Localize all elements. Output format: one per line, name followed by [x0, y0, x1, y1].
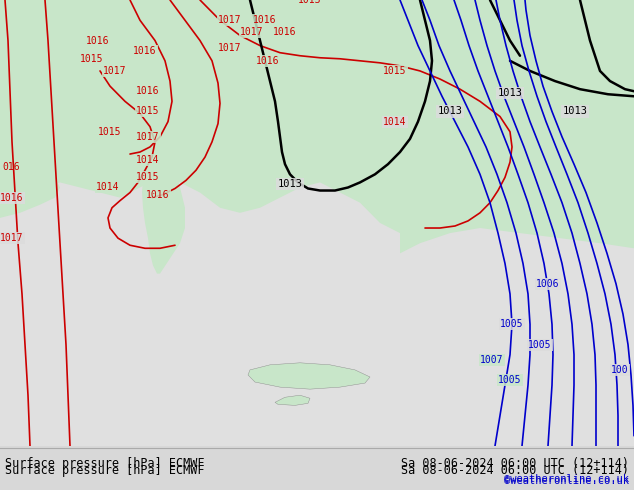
- Text: ©weatheronline.co.uk: ©weatheronline.co.uk: [504, 474, 629, 484]
- Text: 1016: 1016: [273, 27, 297, 37]
- Text: 1015: 1015: [136, 172, 160, 182]
- Text: Sa 08-06-2024 06:00 UTC (12+114): Sa 08-06-2024 06:00 UTC (12+114): [401, 464, 629, 477]
- Text: 1014: 1014: [383, 117, 407, 126]
- Circle shape: [305, 137, 315, 147]
- Text: 1015: 1015: [81, 54, 104, 64]
- Text: 1016: 1016: [136, 86, 160, 96]
- Polygon shape: [248, 363, 370, 389]
- Text: 1017: 1017: [136, 132, 160, 142]
- Circle shape: [336, 107, 344, 116]
- Text: 1016: 1016: [253, 15, 277, 25]
- Text: 1005: 1005: [528, 340, 552, 349]
- Polygon shape: [275, 395, 310, 405]
- Text: 1017: 1017: [218, 43, 242, 52]
- Polygon shape: [60, 81, 260, 177]
- Polygon shape: [0, 0, 634, 91]
- Text: ©weatheronline.co.uk: ©weatheronline.co.uk: [504, 476, 629, 486]
- Text: Surface pressure [hPa] ECMWF: Surface pressure [hPa] ECMWF: [5, 457, 205, 469]
- Polygon shape: [0, 0, 130, 101]
- Text: Sa 08-06-2024 06:00 UTC (12+114): Sa 08-06-2024 06:00 UTC (12+114): [401, 457, 629, 469]
- Circle shape: [360, 127, 370, 137]
- Text: 1017: 1017: [218, 15, 242, 25]
- Text: 1017: 1017: [240, 27, 264, 37]
- Polygon shape: [0, 152, 60, 243]
- Circle shape: [285, 76, 295, 86]
- Text: 1013: 1013: [437, 106, 462, 117]
- Polygon shape: [142, 46, 192, 273]
- Text: 1017: 1017: [103, 66, 127, 76]
- Text: 1017: 1017: [0, 233, 23, 243]
- Text: 1013: 1013: [562, 106, 588, 117]
- Text: 1005: 1005: [500, 319, 524, 329]
- Text: 1016: 1016: [86, 36, 110, 46]
- Text: 1014: 1014: [136, 155, 160, 165]
- Text: 1013: 1013: [278, 179, 302, 190]
- Text: 1007: 1007: [480, 355, 504, 365]
- Text: 1013: 1013: [298, 0, 321, 5]
- Text: 1015: 1015: [383, 66, 407, 76]
- Circle shape: [289, 100, 301, 113]
- Circle shape: [262, 114, 278, 130]
- Text: Surface pressure [hPa] ECMWF: Surface pressure [hPa] ECMWF: [5, 464, 205, 477]
- Circle shape: [344, 146, 356, 158]
- Polygon shape: [0, 0, 634, 243]
- Text: 1016: 1016: [256, 56, 280, 66]
- Text: 1016: 1016: [146, 190, 170, 199]
- Text: 1016: 1016: [0, 193, 23, 202]
- Circle shape: [318, 124, 332, 139]
- Text: 1013: 1013: [498, 88, 522, 98]
- Polygon shape: [390, 117, 634, 253]
- Text: 1016: 1016: [133, 46, 157, 56]
- Text: 1015: 1015: [136, 106, 160, 117]
- Text: 1014: 1014: [96, 182, 120, 193]
- Text: 100: 100: [611, 365, 629, 375]
- Text: 1006: 1006: [536, 279, 560, 289]
- Text: 1015: 1015: [98, 127, 122, 137]
- Text: 016: 016: [2, 162, 20, 172]
- Text: 1005: 1005: [498, 375, 522, 385]
